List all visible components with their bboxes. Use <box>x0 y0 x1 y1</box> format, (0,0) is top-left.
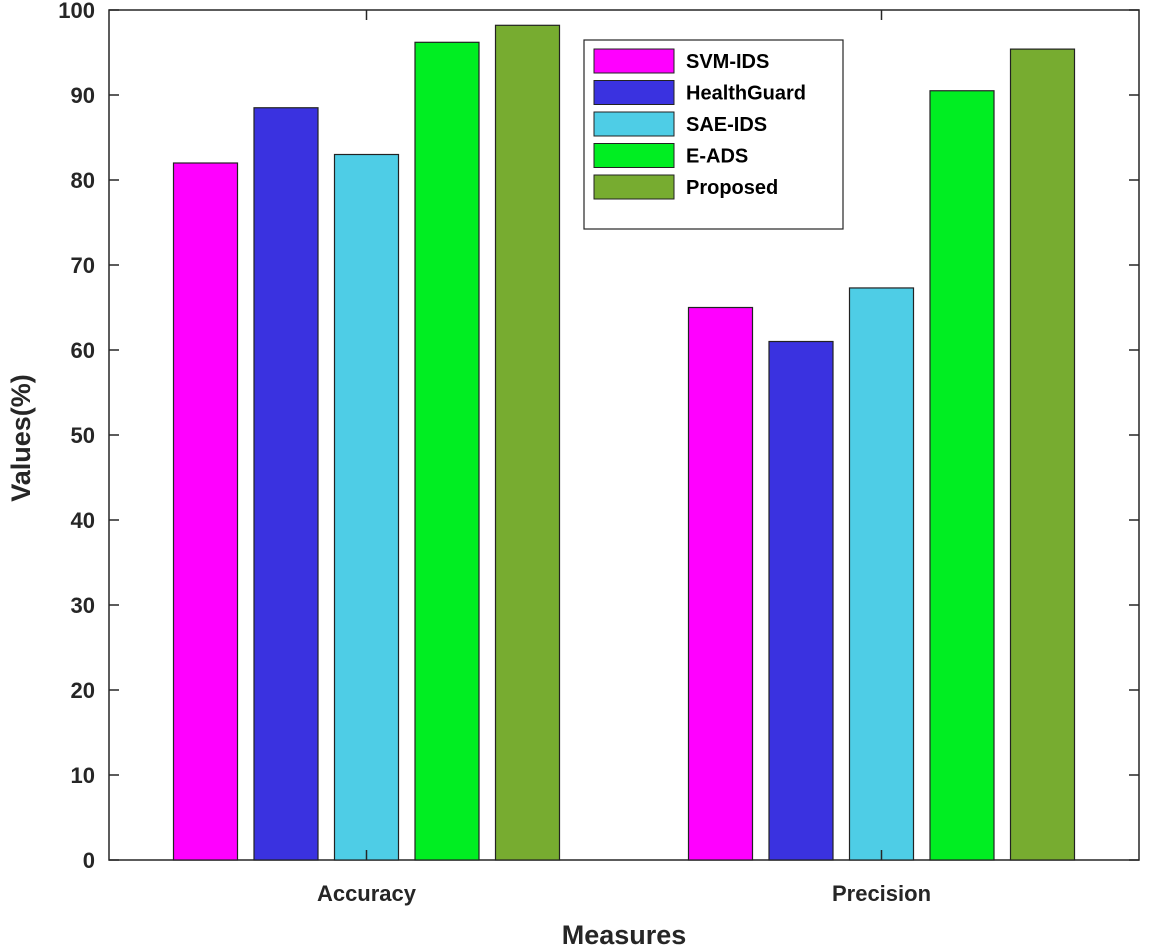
bar-e-ads-accuracy <box>414 41 480 861</box>
legend-swatch <box>593 111 675 137</box>
legend-entry-label: HealthGuard <box>686 83 806 105</box>
y-tick-label: 100 <box>58 0 95 23</box>
y-tick-label: 10 <box>71 763 95 788</box>
bar-sae-ids-precision <box>848 287 915 861</box>
y-tick-label: 70 <box>71 253 95 278</box>
y-axis-title: Values(%) <box>6 374 36 502</box>
y-tick-label: 20 <box>71 678 95 703</box>
y-tick-label: 40 <box>71 508 95 533</box>
bar-healthguard-precision <box>768 340 834 861</box>
legend-entry-label: SVM-IDS <box>686 51 769 73</box>
bar-proposed-precision <box>1009 48 1076 861</box>
x-tick-label: Precision <box>832 881 931 906</box>
legend-entry-label: E-ADS <box>686 146 748 168</box>
legend: SVM-IDS HealthGuard SAE-IDS E-ADS Proposed <box>583 39 844 230</box>
y-tick-label: 80 <box>71 168 95 193</box>
x-axis-title: Measures <box>562 920 687 950</box>
y-tick-label: 60 <box>71 338 95 363</box>
legend-swatch <box>593 48 675 74</box>
bar-svm-ids-precision <box>687 306 754 861</box>
y-tick-label: 50 <box>71 423 95 448</box>
y-axis-ticks: 0 10 20 30 40 50 60 70 80 90 100 <box>58 0 1139 873</box>
y-tick-label: 0 <box>83 848 95 873</box>
bar-healthguard-accuracy <box>253 107 319 861</box>
legend-entry-label: Proposed <box>686 177 778 199</box>
y-tick-label: 90 <box>71 83 95 108</box>
bar-proposed-accuracy <box>494 24 561 861</box>
bars-group <box>172 24 1076 861</box>
bar-svm-ids-accuracy <box>172 162 239 861</box>
y-tick-label: 30 <box>71 593 95 618</box>
bar-e-ads-precision <box>929 90 995 861</box>
bar-sae-ids-accuracy <box>333 153 400 861</box>
legend-swatch <box>593 143 675 168</box>
legend-swatch <box>593 174 675 200</box>
x-tick-label: Accuracy <box>317 881 417 906</box>
x-axis-ticks: Accuracy Precision <box>317 10 931 906</box>
legend-swatch <box>593 80 675 105</box>
legend-entry-label: SAE-IDS <box>686 114 767 136</box>
